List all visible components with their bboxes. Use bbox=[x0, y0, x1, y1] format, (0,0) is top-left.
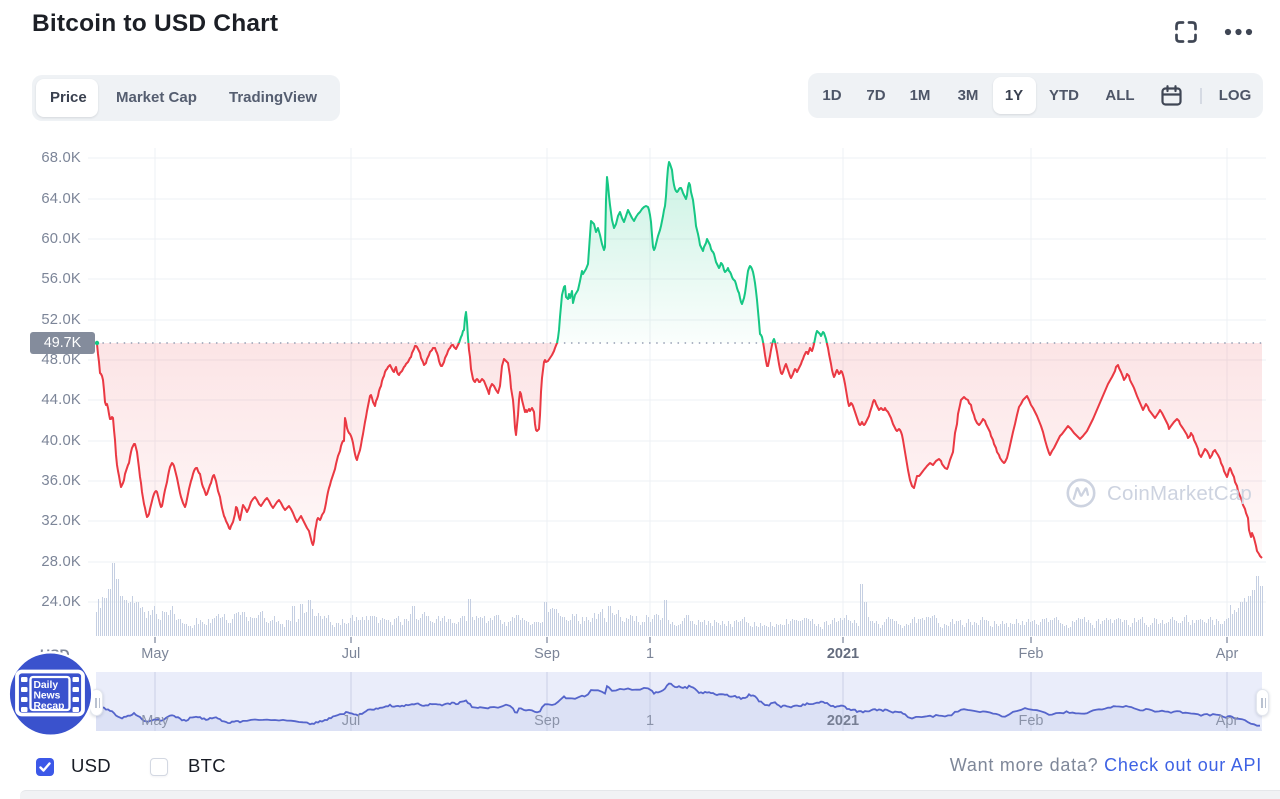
svg-text:Recap: Recap bbox=[34, 701, 65, 712]
svg-text:Daily: Daily bbox=[34, 680, 59, 691]
svg-text:News: News bbox=[34, 691, 61, 702]
